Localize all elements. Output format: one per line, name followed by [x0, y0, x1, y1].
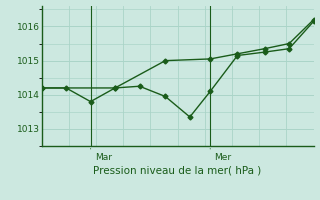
- Text: Mer: Mer: [214, 153, 232, 162]
- Text: Mar: Mar: [95, 153, 112, 162]
- X-axis label: Pression niveau de la mer( hPa ): Pression niveau de la mer( hPa ): [93, 165, 262, 175]
